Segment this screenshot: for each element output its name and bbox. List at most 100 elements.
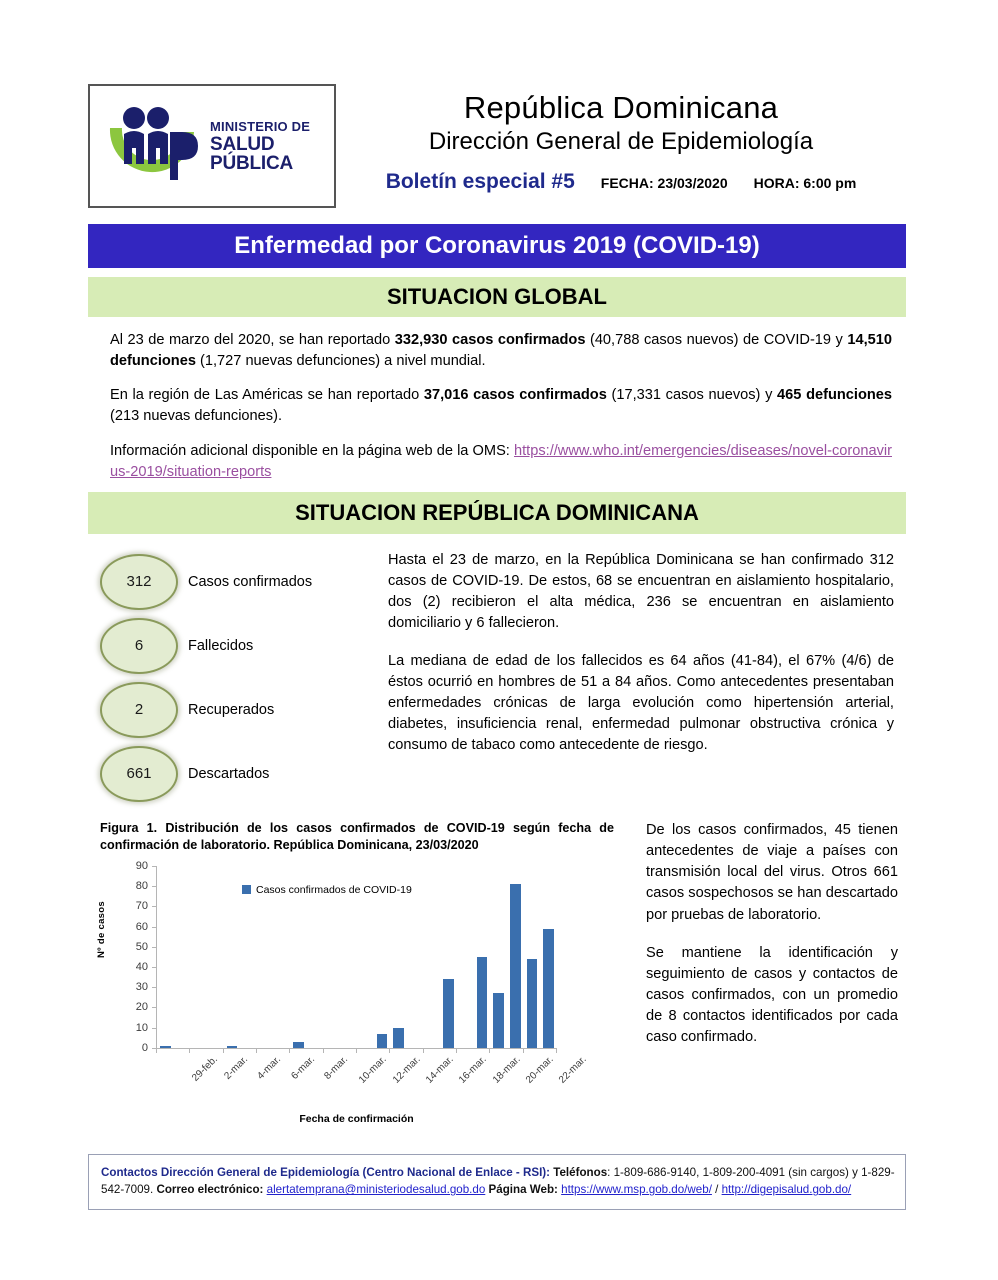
- chart-x-tick-label: 20-mar.: [523, 1053, 556, 1086]
- global-p1-e: (1,727 nuevas defunciones) a nivel mundi…: [195, 353, 486, 370]
- global-p2-a: En la región de Las Américas se han repo…: [110, 387, 424, 404]
- figure-section: Figura 1. Distribución de los casos conf…: [88, 820, 906, 1136]
- footer-email-label: Correo electrónico:: [156, 1183, 264, 1197]
- global-p2-deaths: 465 defunciones: [777, 387, 893, 404]
- chart-x-tick-label: 29-feb.: [189, 1053, 220, 1084]
- chart-x-axis-ticks: [156, 1047, 557, 1053]
- bulletin-date: FECHA: 23/03/2020: [600, 175, 728, 191]
- country-title: República Dominicana: [463, 90, 779, 125]
- chart-x-tick-label: 4-mar.: [255, 1053, 284, 1082]
- stat-value: 6: [134, 637, 144, 655]
- chart-y-tick: [152, 886, 156, 888]
- department-title: Dirección General de Epidemiología: [428, 128, 814, 155]
- chart-y-axis-title: Nº de casos: [96, 901, 107, 958]
- country-section-label: SITUACION REPÚBLICA DOMINICANA: [295, 499, 699, 525]
- chart-y-tick-label: 50: [135, 940, 148, 953]
- chart-y-tick: [152, 926, 156, 928]
- chart-x-tick: [222, 1047, 224, 1053]
- stat-label-deaths: Fallecidos: [188, 637, 254, 654]
- global-p3-a: Información adicional disponible en la p…: [110, 442, 514, 459]
- chart-x-tick-label: 10-mar.: [357, 1053, 390, 1086]
- chart-y-tick-label: 40: [135, 961, 148, 974]
- stat-row: 6 Fallecidos: [100, 614, 388, 678]
- footer-web-link-1[interactable]: https://www.msp.gob.do/web/: [561, 1183, 712, 1197]
- ministry-line1: MINISTERIO DE: [210, 118, 311, 134]
- chart-y-tick-label: 20: [135, 1001, 148, 1014]
- footer-email-link[interactable]: alertatemprana@ministeriodesalud.gob.do: [266, 1183, 486, 1197]
- chart-x-tick-label: 2-mar.: [222, 1053, 251, 1082]
- chart-y-tick: [152, 987, 156, 989]
- footer-separator: /: [711, 1183, 722, 1197]
- bulletin-number: Boletín especial #5: [385, 170, 575, 193]
- chart-bar: [493, 993, 504, 1048]
- stat-label-discarded: Descartados: [188, 765, 270, 782]
- chart-x-tick-label: 18-mar.: [490, 1053, 523, 1086]
- footer-phones: : 1-809-686-9140, 1-809-200-4091 (sin ca…: [101, 1165, 895, 1197]
- global-p1-deaths: 14,510 defunciones: [110, 332, 892, 370]
- global-paragraph-3: Información adicional disponible en la p…: [110, 441, 892, 483]
- chart-x-tick: [456, 1047, 457, 1053]
- chart-bar: [543, 928, 554, 1048]
- chart-y-axis-labels: 0 10 20 30 40 50 60 70 80 90: [118, 860, 156, 1054]
- chart-x-tick-label: 22-mar.: [557, 1053, 590, 1086]
- chart-x-tick-label: 12-mar.: [390, 1053, 423, 1086]
- chart-bar: [476, 956, 488, 1048]
- global-paragraph-2: En la región de Las Américas se han repo…: [110, 385, 892, 427]
- chart-y-tick-label: 0: [141, 1041, 148, 1054]
- global-p2-confirmed: 37,016 casos confirmados: [423, 387, 607, 404]
- stat-bubble-deaths: 6: [100, 617, 178, 674]
- stat-bubble-confirmed: 312: [100, 553, 178, 610]
- stat-row: 661 Descartados: [100, 742, 388, 806]
- bulletin-meta-row: Boletín especial #5 FECHA: 23/03/2020 HO…: [336, 170, 906, 194]
- chart-y-tick: [152, 906, 156, 908]
- global-p2-e: (213 nuevas defunciones).: [110, 408, 282, 425]
- chart-x-tick: [556, 1047, 557, 1053]
- chart-bar: [443, 979, 454, 1048]
- document-header: MINISTERIO DE SALUD PÚBLICA República Do…: [88, 84, 906, 212]
- country-section-banner: SITUACION REPÚBLICA DOMINICANA: [88, 491, 906, 534]
- chart-x-tick: [356, 1047, 357, 1053]
- side-paragraph-2: Se mantiene la identificación y seguimie…: [646, 944, 898, 1046]
- stat-value: 661: [126, 765, 152, 783]
- chart-x-tick: [489, 1047, 491, 1053]
- chart-y-tick-label: 10: [135, 1021, 148, 1034]
- footer-web-label: Página Web:: [488, 1183, 558, 1197]
- country-paragraph-2: La mediana de edad de los fallecidos es …: [388, 652, 894, 754]
- chart-x-tick-label: 8-mar.: [322, 1053, 351, 1082]
- country-summary-section: 312 Casos confirmados 6 Fallecidos 2 Rec…: [88, 550, 906, 806]
- disease-banner: Enfermedad por Coronavirus 2019 (COVID-1…: [88, 224, 906, 268]
- chart-bar: [510, 884, 521, 1048]
- global-p1-c: (40,788 casos nuevos) de COVID-19 y: [585, 332, 848, 348]
- stat-row: 312 Casos confirmados: [100, 550, 388, 614]
- chart-bar: [160, 1045, 171, 1048]
- stat-bubble-recovered: 2: [100, 681, 178, 738]
- chart-bar: [393, 1027, 404, 1048]
- chart-bar: [526, 958, 538, 1048]
- stat-value: 312: [126, 573, 152, 591]
- chart-legend: Casos confirmados de COVID-19: [242, 884, 412, 896]
- disease-banner-label: Enfermedad por Coronavirus 2019 (COVID-1…: [234, 232, 760, 259]
- stat-label-recovered: Recuperados: [188, 701, 275, 718]
- chart-x-axis-labels: 29-feb. 2-mar. 4-mar. 6-mar. 8-mar. 10-mar. 12…: [156, 1053, 589, 1110]
- footer-phones-label: Teléfonos: [553, 1165, 608, 1179]
- country-paragraphs: Hasta el 23 de marzo, en la República Do…: [388, 550, 906, 806]
- chart-x-tick: [256, 1047, 257, 1053]
- chart-y-tick: [152, 967, 156, 969]
- footer-web-link-2[interactable]: http://digepisalud.gob.do/: [721, 1183, 852, 1197]
- chart-y-tick: [152, 1007, 156, 1009]
- figure-caption: Figura 1. Distribución de los casos conf…: [100, 820, 614, 852]
- global-section-banner: SITUACION GLOBAL: [88, 277, 906, 317]
- chart-bar: [226, 1045, 238, 1048]
- ministry-logo-box: MINISTERIO DE SALUD PÚBLICA: [88, 84, 336, 208]
- chart-y-tick-label: 70: [135, 900, 148, 913]
- side-text-column: De los casos confirmados, 45 tienen ante…: [628, 820, 906, 1136]
- who-situation-reports-link[interactable]: https://www.who.int/emergencies/diseases…: [110, 442, 892, 480]
- global-p1-a: Al 23 de marzo del 2020, se han reportad…: [110, 332, 395, 348]
- stat-label-confirmed: Casos confirmados: [188, 573, 313, 590]
- chart-y-tick-label: 30: [135, 981, 148, 994]
- chart-bar: [293, 1041, 304, 1048]
- chart-x-tick-label: 6-mar.: [288, 1053, 317, 1082]
- chart-x-tick: [322, 1047, 324, 1053]
- country-paragraph-1: Hasta el 23 de marzo, en la República Do…: [388, 551, 894, 632]
